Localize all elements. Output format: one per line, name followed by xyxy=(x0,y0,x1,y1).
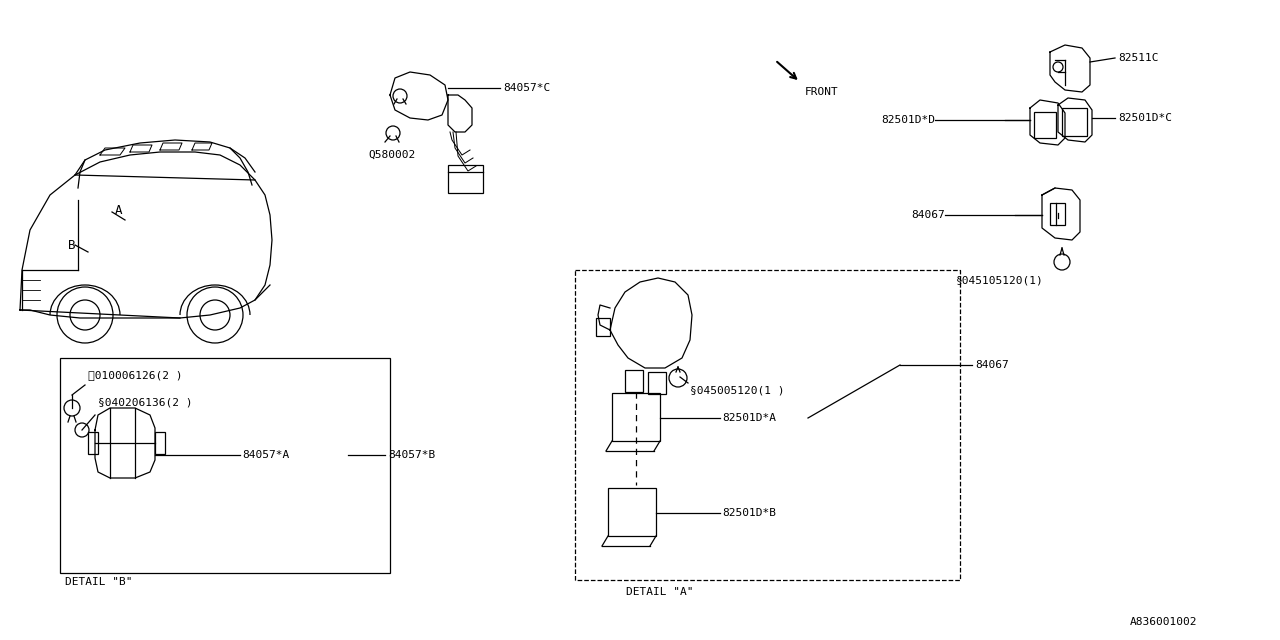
Text: DETAIL "B": DETAIL "B" xyxy=(65,577,133,587)
Text: §045105120(1): §045105120(1) xyxy=(956,275,1044,285)
Text: §040206136(2 ): §040206136(2 ) xyxy=(99,397,192,407)
Text: DETAIL "A": DETAIL "A" xyxy=(626,587,694,597)
Bar xyxy=(448,165,483,193)
Bar xyxy=(625,370,643,392)
Bar xyxy=(648,372,666,394)
Text: 84057*C: 84057*C xyxy=(503,83,550,93)
Bar xyxy=(60,358,390,573)
Bar xyxy=(155,432,165,454)
Bar xyxy=(596,318,611,336)
Text: 82501D*D: 82501D*D xyxy=(881,115,934,125)
Text: A: A xyxy=(115,204,123,216)
Bar xyxy=(88,432,99,454)
Bar xyxy=(1050,203,1065,225)
Text: 82501D*A: 82501D*A xyxy=(722,413,776,423)
Text: B: B xyxy=(68,239,76,252)
Text: §045005120(1 ): §045005120(1 ) xyxy=(690,385,785,395)
Bar xyxy=(608,488,657,536)
Bar xyxy=(1062,108,1087,136)
Text: Ⓑ010006126(2 ): Ⓑ010006126(2 ) xyxy=(88,370,183,380)
Bar xyxy=(575,270,960,580)
Text: 84057*B: 84057*B xyxy=(388,450,435,460)
Text: 84067: 84067 xyxy=(911,210,945,220)
Text: FRONT: FRONT xyxy=(805,87,838,97)
Text: Q580002: Q580002 xyxy=(369,150,415,160)
Text: 84057*A: 84057*A xyxy=(242,450,289,460)
Text: A836001002: A836001002 xyxy=(1130,617,1198,627)
Bar xyxy=(612,393,660,441)
Text: 82501D*C: 82501D*C xyxy=(1117,113,1172,123)
Text: 84067: 84067 xyxy=(975,360,1009,370)
Text: 82511C: 82511C xyxy=(1117,53,1158,63)
Bar xyxy=(1034,112,1056,138)
Text: 82501D*B: 82501D*B xyxy=(722,508,776,518)
